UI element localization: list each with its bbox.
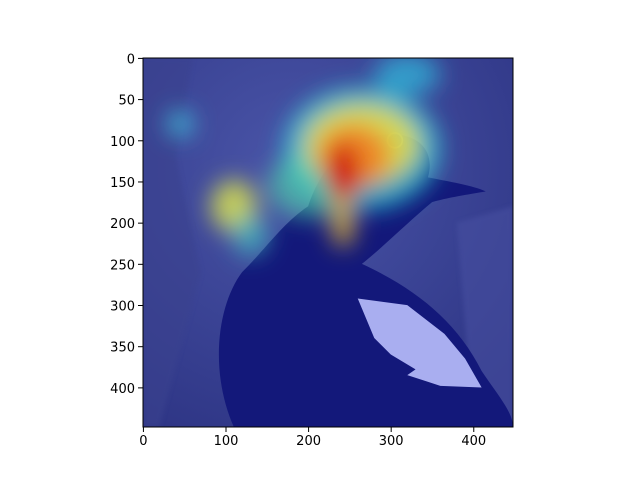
- x-tick-label: 0: [139, 434, 147, 449]
- y-tick-label: 100: [110, 135, 135, 150]
- y-tick-label: 250: [110, 258, 135, 273]
- x-tick-label: 400: [461, 434, 486, 449]
- x-tick-label: 100: [214, 434, 239, 449]
- heatmap-image: [143, 58, 514, 428]
- x-tick-label: 200: [296, 434, 321, 449]
- y-tick-label: 150: [110, 176, 135, 191]
- y-tick-label: 350: [110, 341, 135, 356]
- y-tick-label: 400: [110, 382, 135, 397]
- y-tick-label: 50: [118, 94, 135, 109]
- y-tick-label: 0: [127, 52, 135, 67]
- axes-frame: [142, 57, 514, 428]
- y-tick-label: 300: [110, 300, 135, 315]
- y-tick-label: 200: [110, 217, 135, 232]
- x-tick-label: 300: [379, 434, 404, 449]
